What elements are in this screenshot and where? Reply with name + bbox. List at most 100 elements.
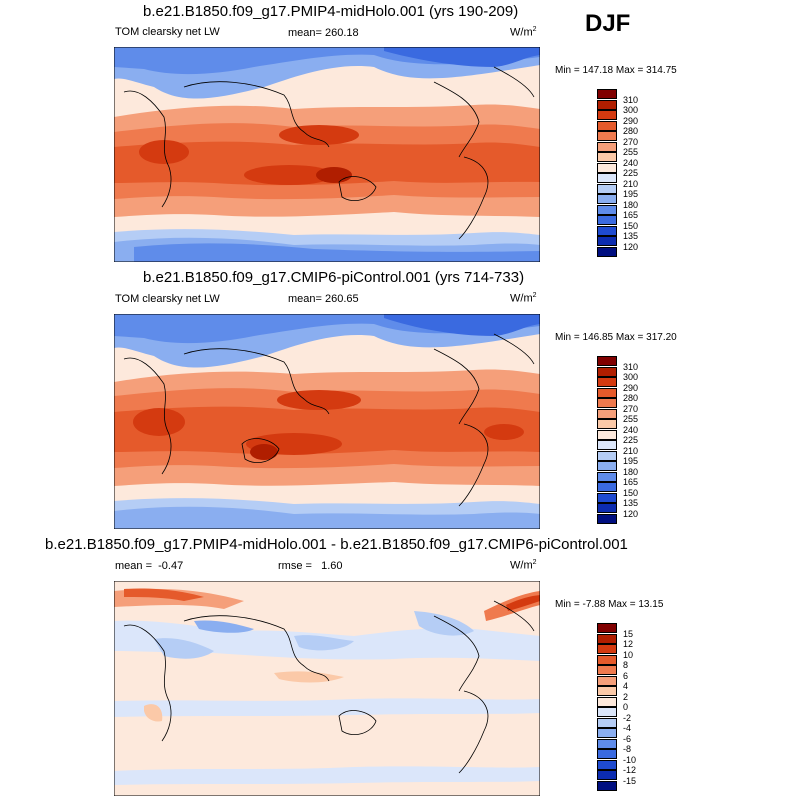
colorbar-label: 310: [623, 361, 639, 372]
colorbar-swatch: [597, 225, 617, 236]
colorbar-label: -12: [623, 765, 637, 775]
panel3-colorbar: 15 12 10 8 6 4 2 0 -2 -4 -6 -8 -10 -12 -15: [597, 623, 717, 793]
colorbar-label: 210: [623, 178, 639, 189]
panel3-rmse-value: 1.60: [321, 560, 343, 572]
panel3-minmax: Min = -7.88 Max = 13.15: [555, 599, 664, 610]
colorbar-swatch: [597, 99, 617, 110]
colorbar-swatch: [597, 183, 617, 194]
panel3-units: W/m2: [510, 559, 537, 572]
colorbar-swatch: [597, 503, 617, 514]
colorbar-swatch: [597, 356, 617, 367]
colorbar-swatch: [597, 780, 617, 791]
colorbar-label: 195: [623, 189, 639, 199]
colorbar-label: 240: [623, 424, 639, 435]
colorbar-swatch: [597, 513, 617, 524]
colorbar-swatch: [597, 471, 617, 482]
colorbar-label: 255: [623, 147, 639, 157]
panel1-minmax: Min = 147.18 Max = 314.75: [555, 65, 677, 76]
panel2-minmax: Min = 146.85 Max = 317.20: [555, 332, 677, 343]
colorbar-label: 225: [623, 435, 639, 445]
colorbar-swatch: [597, 675, 617, 686]
colorbar-swatch: [597, 131, 617, 142]
colorbar-label: 270: [623, 136, 639, 147]
panel3-rmse: rmse = 1.60: [278, 560, 343, 572]
colorbar-label: 8: [623, 660, 629, 670]
colorbar-label: 10: [623, 649, 634, 660]
colorbar-swatch: [597, 623, 617, 634]
colorbar-label: 280: [623, 393, 639, 403]
colorbar-label: 135: [623, 498, 639, 508]
panel3-mean: mean = -0.47: [115, 560, 183, 572]
colorbar-swatch: [597, 482, 617, 493]
panel1-colorbar: 310 300 290 280 270 255 240 225 210 195 180 165 150 1…: [597, 89, 717, 259]
colorbar-swatch: [597, 738, 617, 749]
colorbar-label: 290: [623, 382, 639, 393]
colorbar-swatch: [597, 398, 617, 409]
colorbar-label: -4: [623, 723, 632, 733]
colorbar-label: 2: [623, 691, 629, 702]
colorbar-swatch: [597, 633, 617, 644]
colorbar-swatch: [597, 204, 617, 215]
colorbar-label: 310: [623, 94, 639, 105]
colorbar-label: 195: [623, 456, 639, 466]
colorbar-label: -6: [623, 733, 632, 744]
colorbar-swatch: [597, 173, 617, 184]
colorbar-label: 135: [623, 231, 639, 241]
colorbar-label: 165: [623, 477, 639, 487]
colorbar-swatch: [597, 654, 617, 665]
colorbar-swatch: [597, 749, 617, 760]
panel1-map: [114, 47, 540, 262]
colorbar-swatch: [597, 236, 617, 247]
colorbar-label: 120: [623, 508, 639, 519]
colorbar-swatch: [597, 89, 617, 100]
colorbar-label: 290: [623, 115, 639, 126]
colorbar-swatch: [597, 387, 617, 398]
colorbar-label: 180: [623, 199, 639, 210]
colorbar-swatch: [597, 141, 617, 152]
colorbar-label: 15: [623, 628, 634, 639]
panel2-mean-value: 260.65: [325, 293, 359, 305]
colorbar-swatch: [597, 215, 617, 226]
colorbar-swatch: [597, 377, 617, 388]
colorbar-swatch: [597, 120, 617, 131]
panel3-map: [114, 581, 540, 796]
panel1-title: b.e21.B1850.f09_g17.PMIP4-midHolo.001 (y…: [143, 3, 519, 20]
colorbar-swatch: [597, 408, 617, 419]
colorbar-label: 180: [623, 466, 639, 477]
colorbar-label: 270: [623, 403, 639, 414]
colorbar-label: 300: [623, 105, 639, 115]
panel2-colorbar: 310 300 290 280 270 255 240 225 210 195 180 165 150 1…: [597, 356, 717, 526]
panel2-map: [114, 314, 540, 529]
colorbar-label: 0: [623, 702, 629, 712]
panel3-rmse-label: rmse =: [278, 560, 312, 572]
panel2-title: b.e21.B1850.f09_g17.CMIP6-piControl.001 …: [143, 269, 525, 286]
colorbar-swatch: [597, 696, 617, 707]
colorbar-swatch: [597, 770, 617, 781]
panel3-mean-label: mean =: [115, 560, 152, 572]
panel2-variable: TOM clearsky net LW: [115, 293, 220, 305]
colorbar-label: 12: [623, 639, 634, 649]
colorbar-swatch: [597, 492, 617, 503]
colorbar-label: 4: [623, 681, 629, 691]
panel2-mean-label: mean=: [288, 293, 322, 305]
panel1-units: W/m2: [510, 26, 537, 39]
colorbar-swatch: [597, 759, 617, 770]
panel1-mean: mean= 260.18: [288, 27, 359, 39]
panel3-title: b.e21.B1850.f09_g17.PMIP4-midHolo.001 - …: [45, 536, 628, 553]
colorbar-label: 150: [623, 487, 639, 498]
colorbar-swatch: [597, 461, 617, 472]
colorbar-label: 240: [623, 157, 639, 168]
panel2-units: W/m2: [510, 292, 537, 305]
colorbar-label: 280: [623, 126, 639, 136]
colorbar-label: 300: [623, 372, 639, 382]
colorbar-swatch: [597, 194, 617, 205]
colorbar-swatch: [597, 450, 617, 461]
colorbar-label: 165: [623, 210, 639, 220]
colorbar-label: -8: [623, 744, 632, 754]
panel1-mean-value: 260.18: [325, 27, 359, 39]
panel2-mean: mean= 260.65: [288, 293, 359, 305]
colorbar-label: 150: [623, 220, 639, 231]
colorbar-swatch: [597, 419, 617, 430]
colorbar-label: 225: [623, 168, 639, 178]
colorbar-label: -15: [623, 775, 637, 786]
